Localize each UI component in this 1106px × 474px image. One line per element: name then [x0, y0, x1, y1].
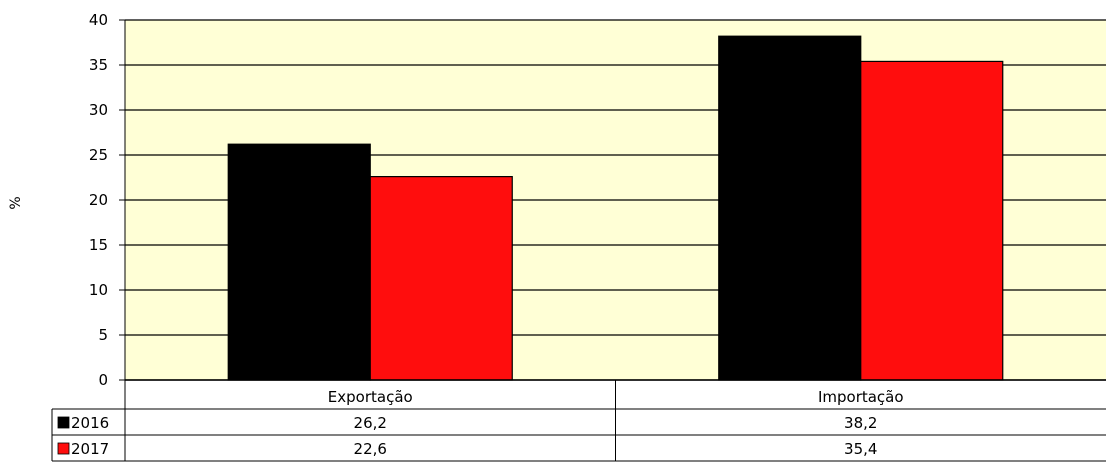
- data-label: 26,2: [354, 414, 387, 432]
- legend-swatch: [57, 416, 70, 429]
- x-tick-label: Exportação: [328, 388, 413, 406]
- legend-label: 2017: [71, 440, 109, 458]
- legend-swatch: [57, 442, 70, 455]
- data-label: 22,6: [354, 440, 387, 458]
- y-tick-label: 0: [98, 371, 108, 389]
- legend-label: 2016: [71, 414, 109, 432]
- bars: [227, 35, 1004, 381]
- bar-2016-0: [227, 143, 371, 381]
- y-tick-labels: 0 5 10 15 20 25 30 35 40: [89, 11, 108, 389]
- x-tick-label: Importação: [818, 388, 904, 406]
- y-tick-label: 40: [89, 11, 108, 29]
- y-axis-label: %: [8, 196, 24, 209]
- bar-2017-1: [860, 60, 1004, 381]
- y-tick-label: 5: [98, 326, 108, 344]
- data-label: 38,2: [844, 414, 877, 432]
- bar-2017-0: [369, 176, 513, 381]
- y-tick-label: 15: [89, 236, 108, 254]
- bar-2016-1: [718, 35, 862, 381]
- y-tick-label: 35: [89, 56, 108, 74]
- y-tick-label: 25: [89, 146, 108, 164]
- y-tick-label: 30: [89, 101, 108, 119]
- data-label: 35,4: [844, 440, 877, 458]
- y-tick-label: 10: [89, 281, 108, 299]
- data-table: Exportação Importação 2016 26,2 38,2 2017 22,6…: [51, 380, 1106, 462]
- y-tick-label: 20: [89, 191, 108, 209]
